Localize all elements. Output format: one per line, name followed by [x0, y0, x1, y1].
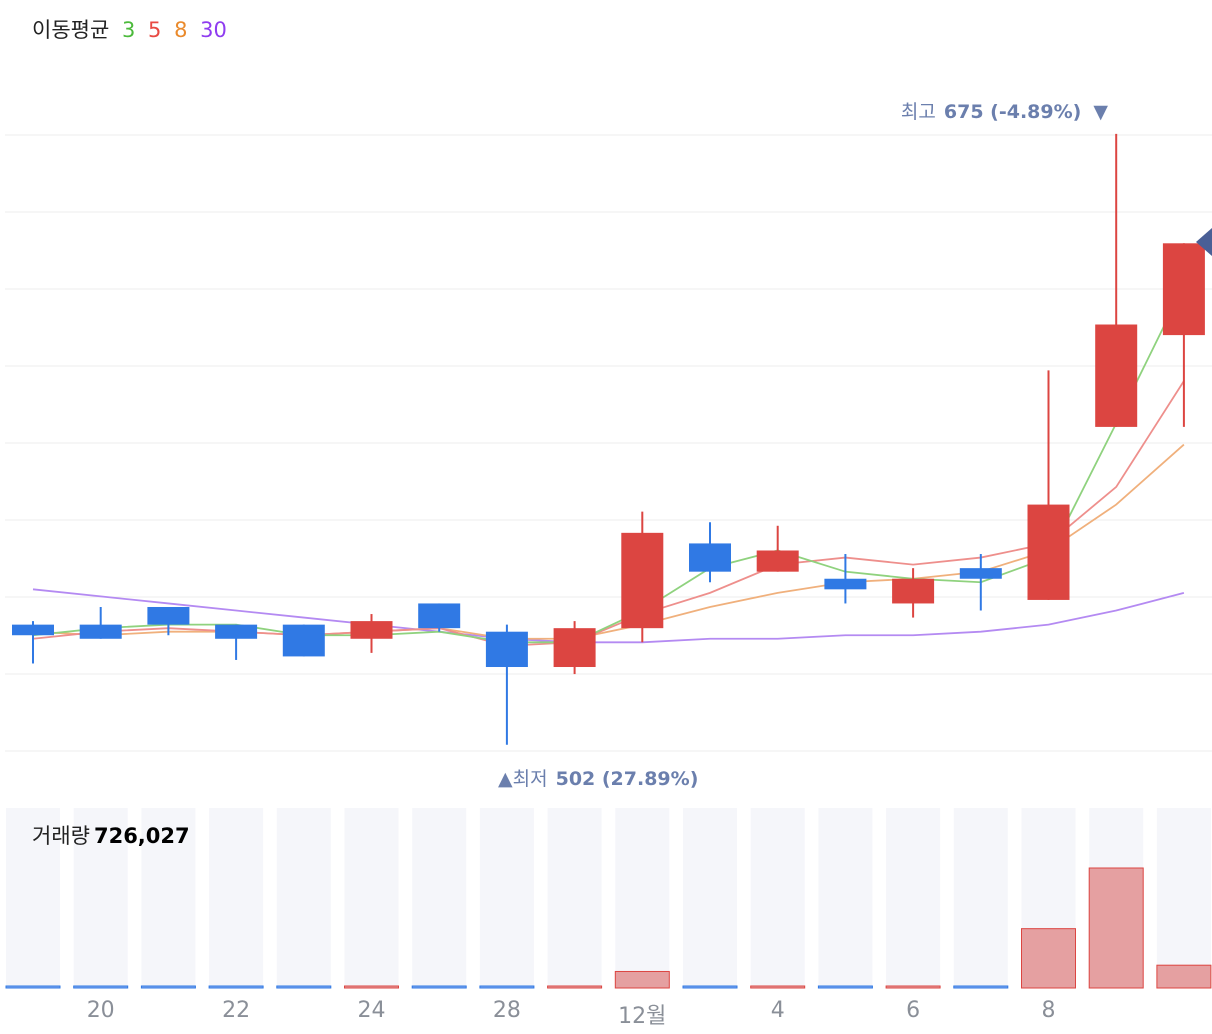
ma-8-line — [32, 443, 1185, 640]
high-value: 675 (-4.89%) — [943, 101, 1082, 123]
moving-average-legend: 이동평균 3 5 8 30 — [32, 14, 233, 44]
volume-column-bg — [818, 808, 873, 988]
volume-bar — [953, 985, 1009, 989]
volume-bar — [750, 985, 806, 989]
candle-body — [824, 578, 867, 590]
candle-body — [418, 603, 461, 629]
volume-bar — [1088, 867, 1144, 989]
low-label: 최저 — [512, 768, 548, 790]
volume-bar — [885, 985, 941, 989]
high-label: 최고 — [900, 101, 936, 123]
down-arrow-icon: ▼ — [1093, 101, 1108, 123]
candle-body — [1027, 504, 1070, 600]
high-price-marker: 최고 675 (-4.89%) ▼ — [901, 97, 1108, 124]
x-tick-label: 12월 — [618, 1004, 667, 1029]
candle-body — [12, 624, 54, 636]
volume-bar — [817, 985, 873, 989]
volume-value: 726,027 — [93, 824, 190, 848]
volume-column-bg — [73, 808, 128, 988]
candle-body — [959, 568, 1002, 579]
x-tick-label: 28 — [492, 998, 521, 1023]
legend-ma-8: 8 — [174, 18, 188, 42]
up-arrow-icon: ▲ — [498, 768, 513, 790]
volume-column-bg — [1156, 808, 1211, 988]
ma-3-line — [32, 285, 1185, 644]
volume-column-bg — [479, 808, 534, 988]
volume-column-bg — [276, 808, 331, 988]
volume-column-bg — [412, 808, 467, 988]
legend-ma-5: 5 — [148, 18, 162, 42]
volume-bar — [140, 985, 196, 989]
candle-body — [1162, 243, 1205, 336]
volume-column-bg — [6, 808, 60, 988]
volume-bar — [682, 985, 738, 989]
volume-column-bg — [615, 808, 670, 988]
volume-bar — [1021, 928, 1076, 989]
candle-body — [689, 543, 731, 572]
legend-ma-3: 3 — [121, 18, 136, 42]
ma-5-line — [32, 380, 1185, 647]
legend-ma-30: 30 — [200, 18, 227, 42]
volume-bar — [547, 985, 603, 989]
candle-body — [79, 624, 122, 639]
low-value: 502 (27.89%) — [555, 768, 699, 790]
volume-column-bg — [209, 808, 264, 988]
volume-bar — [411, 985, 467, 989]
x-tick-label: 8 — [1041, 998, 1056, 1023]
volume-column-bg — [141, 808, 196, 988]
volume-title: 거래량 — [32, 824, 90, 848]
candle-body — [215, 624, 258, 639]
x-tick-label: 22 — [222, 998, 251, 1023]
volume-column-bg — [683, 808, 737, 988]
volume-column-bg — [344, 808, 399, 988]
candle-body — [350, 621, 393, 639]
candle-body — [553, 628, 596, 668]
candle-body — [756, 550, 799, 572]
candle-body — [1095, 324, 1138, 427]
candle-body — [485, 631, 528, 668]
volume-bar — [208, 985, 264, 989]
volume-bar — [276, 985, 332, 989]
volume-bar — [1156, 964, 1212, 989]
candle-body — [892, 578, 935, 604]
volume-column-bg — [886, 808, 941, 988]
legend-title: 이동평균 — [32, 18, 110, 42]
volume-column-bg — [547, 808, 602, 988]
volume-bar — [479, 985, 535, 989]
candle-body — [621, 532, 664, 629]
x-tick-label: 24 — [357, 998, 386, 1023]
x-tick-label: 20 — [86, 998, 115, 1023]
x-tick-label: 6 — [906, 998, 921, 1023]
volume-bar — [5, 985, 61, 989]
ma-30-line — [32, 588, 1185, 644]
volume-column-bg — [953, 808, 1008, 988]
volume-bar — [344, 985, 399, 989]
candle-body — [147, 606, 190, 625]
volume-bar — [73, 985, 129, 989]
volume-label: 거래량 726,027 — [32, 820, 190, 850]
volume-bar — [614, 970, 670, 989]
low-price-marker: ▲최저 502 (27.89%) — [498, 764, 698, 791]
candle-body — [282, 624, 325, 657]
x-tick-label: 4 — [770, 998, 785, 1023]
volume-column-bg — [750, 808, 805, 988]
current-price-pointer-icon[interactable] — [1196, 228, 1212, 256]
